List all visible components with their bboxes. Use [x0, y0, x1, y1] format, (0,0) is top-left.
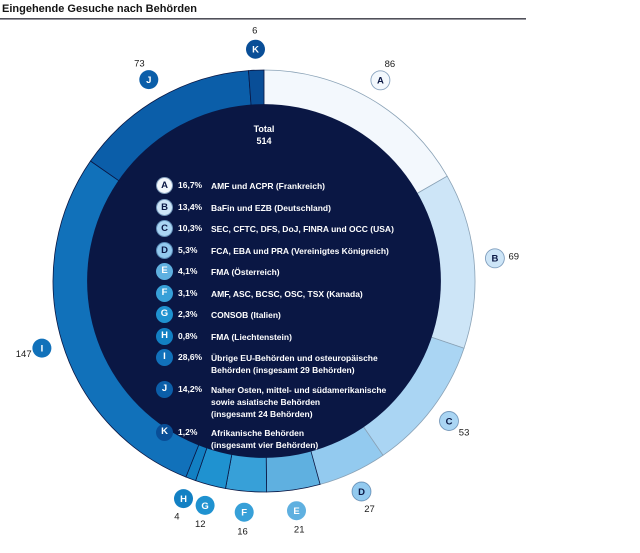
legend-pct-I: 28,6%	[178, 352, 203, 362]
legend-item-F: F 3,1% AMF, ASC, BCSC, OSC, TSX (Kanada)	[156, 284, 404, 302]
outer-badge-J: J	[139, 70, 159, 90]
outer-badge-letter-G: G	[201, 501, 208, 512]
legend-pct-A: 16,7%	[178, 180, 203, 190]
legend-badge-G: G	[156, 306, 173, 323]
legend-pct-F: 3,1%	[178, 287, 198, 298]
outer-badge-letter-B: B	[491, 254, 498, 265]
legend-label-H: FMA (Liechtenstein)	[211, 331, 292, 342]
legend-label-D: FCA, EBA und PRA (Vereinigtes Königreich…	[211, 245, 389, 256]
legend-pct-C: 10,3%	[178, 223, 203, 233]
outer-badge-letter-F: F	[241, 508, 247, 519]
legend-label-E: FMA (Österreich)	[211, 267, 280, 277]
legend-pct-D: 5,3%	[178, 244, 198, 255]
value-label-C: 53	[459, 428, 470, 439]
legend-pct-J: 14,2%	[178, 383, 203, 394]
segment-K	[248, 69, 265, 106]
outer-badge-C: C	[439, 411, 459, 431]
value-label-B: 69	[509, 252, 520, 263]
legend-label-A: AMF und ACPR (Frankreich)	[211, 181, 325, 191]
outer-badge-letter-I: I	[41, 344, 44, 355]
outer-badge-D: D	[351, 481, 372, 502]
outer-badge-A: A	[370, 70, 391, 91]
legend-pct-K: 1,2%	[178, 427, 198, 437]
legend-item-B: B 13,4% BaFin und EZB (Deutschland)	[156, 198, 404, 216]
legend-item-K: K 1,2% Afrikanische Behörden (insgesamt vi…	[156, 424, 404, 451]
legend-item-C: C 10,3% SEC, CFTC, DFS, DoJ, FINRA und OCC…	[156, 220, 404, 237]
value-label-F: 16	[237, 526, 248, 537]
value-label-A: 86	[385, 59, 396, 70]
outer-badge-B: B	[484, 248, 505, 269]
value-label-J: 73	[134, 58, 145, 69]
legend-label-F: AMF, ASC, BCSC, OSC, TSX (Kanada)	[211, 288, 363, 299]
legend-item-G: G 2,3% CONSOB (Italien)	[156, 306, 404, 323]
donut-center-circle	[87, 104, 441, 458]
legend-pct-E: 4,1%	[178, 266, 198, 276]
legend-badge-I: I	[156, 349, 173, 366]
outer-badge-I: I	[32, 338, 52, 358]
outer-badge-letter-H: H	[180, 494, 187, 505]
legend-badge-B: B	[156, 198, 173, 216]
value-label-E: 21	[294, 525, 305, 536]
legend-label-C: SEC, CFTC, DFS, DoJ, FINRA und OCC (USA)	[211, 224, 394, 234]
chart-total-value: 514	[256, 136, 272, 146]
value-label-H: 4	[174, 512, 179, 523]
outer-badge-letter-K: K	[252, 45, 259, 56]
outer-badge-letter-A: A	[377, 76, 384, 87]
legend-label-G: CONSOB (Italien)	[211, 310, 281, 320]
outer-badge-H: H	[174, 489, 193, 509]
legend-badge-C: C	[156, 220, 173, 237]
legend-badge-E: E	[156, 263, 173, 280]
value-label-D: 27	[364, 504, 375, 515]
legend-pct-B: 13,4%	[178, 201, 203, 212]
legend-badge-D: D	[156, 241, 173, 259]
outer-badge-letter-C: C	[446, 416, 453, 427]
legend-item-E: E 4,1% FMA (Österreich)	[156, 263, 404, 280]
outer-badge-G: G	[195, 495, 215, 515]
chart-legend: A 16,7% AMF und ACPR (Frankreich) B 13,4% BaF…	[156, 177, 404, 456]
outer-badge-letter-E: E	[293, 506, 299, 517]
value-label-G: 12	[195, 519, 206, 530]
legend-item-D: D 5,3% FCA, EBA und PRA (Vereinigtes König…	[156, 241, 404, 259]
legend-pct-H: 0,8%	[178, 330, 198, 341]
legend-item-H: H 0,8% FMA (Liechtenstein)	[156, 327, 404, 345]
segment-F	[225, 453, 268, 493]
outer-badge-F: F	[234, 502, 254, 522]
chart-total: Total 514	[204, 123, 324, 147]
legend-badge-K: K	[156, 424, 173, 441]
value-label-I: 147	[16, 349, 32, 360]
title-rule	[0, 18, 526, 20]
outer-badge-E: E	[287, 501, 306, 521]
value-label-K: 6	[252, 25, 257, 36]
page-title: Eingehende Gesuche nach Behörden	[2, 3, 197, 15]
legend-pct-G: 2,3%	[178, 309, 198, 319]
legend-label-K: Afrikanische Behörden (insgesamt vier Be…	[211, 428, 319, 450]
outer-badge-K: K	[246, 39, 265, 59]
outer-badge-letter-D: D	[358, 487, 365, 498]
legend-label-I: Übrige EU-Behörden und osteuropäische Be…	[211, 353, 378, 375]
chart-total-label: Total	[253, 124, 275, 134]
legend-item-J: J 14,2% Naher Osten, mittel- und südamerik…	[156, 380, 404, 420]
legend-item-I: I 28,6% Übrige EU-Behörden und osteuropäis…	[156, 349, 404, 376]
legend-badge-H: H	[156, 327, 173, 345]
legend-badge-A: A	[156, 177, 173, 194]
legend-item-A: A 16,7% AMF und ACPR (Frankreich)	[156, 177, 404, 194]
outer-badge-letter-J: J	[146, 75, 151, 86]
legend-label-J: Naher Osten, mittel- und südamerikanisch…	[211, 384, 387, 419]
legend-badge-J: J	[156, 380, 173, 398]
legend-badge-F: F	[156, 284, 173, 302]
legend-label-B: BaFin und EZB (Deutschland)	[211, 202, 331, 213]
